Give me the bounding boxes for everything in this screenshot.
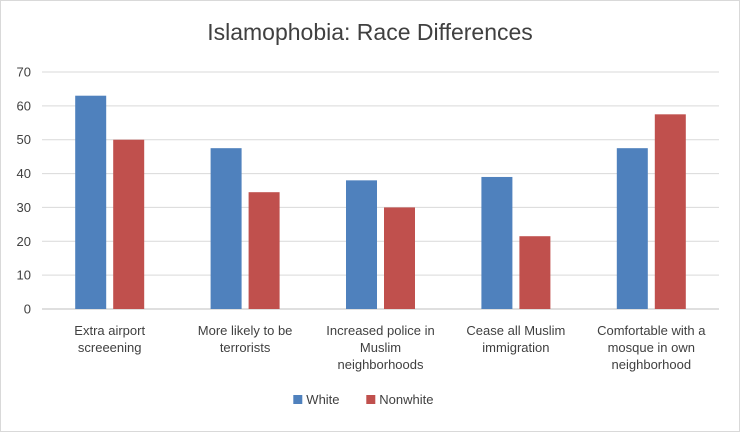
y-tick-label: 60: [17, 98, 31, 113]
y-tick-label: 30: [17, 200, 31, 215]
bar: [384, 207, 415, 309]
bar: [616, 148, 648, 309]
x-tick-label: Comfortable with a mosque in own neighborh…: [597, 323, 706, 372]
x-tick-label: Cease all Muslim immigration: [466, 323, 565, 355]
bar: [481, 176, 513, 309]
y-tick-label: 50: [17, 132, 31, 147]
chart-title: Islamophobia: Race Differences: [207, 19, 533, 45]
bar: [519, 236, 551, 309]
bar: [248, 192, 280, 309]
bar: [654, 114, 686, 309]
legend-swatch: [293, 395, 303, 404]
y-tick-label: 0: [24, 302, 31, 317]
y-tick-label: 20: [17, 234, 31, 249]
bar: [113, 139, 145, 309]
x-tick-label: Increased police in Muslim neighborhoods: [326, 323, 434, 372]
y-tick-label: 10: [17, 268, 31, 283]
bar: [210, 148, 242, 309]
bar: [346, 180, 377, 309]
bar: [75, 95, 107, 309]
x-tick-label: Extra airport screeening: [74, 323, 145, 355]
legend-label: White: [306, 392, 339, 407]
x-tick-label: More likely to be terrorists: [198, 323, 293, 355]
legend-swatch: [366, 395, 376, 404]
y-tick-label: 70: [17, 65, 31, 80]
legend-label: Nonwhite: [379, 392, 433, 407]
y-tick-label: 40: [17, 166, 31, 181]
